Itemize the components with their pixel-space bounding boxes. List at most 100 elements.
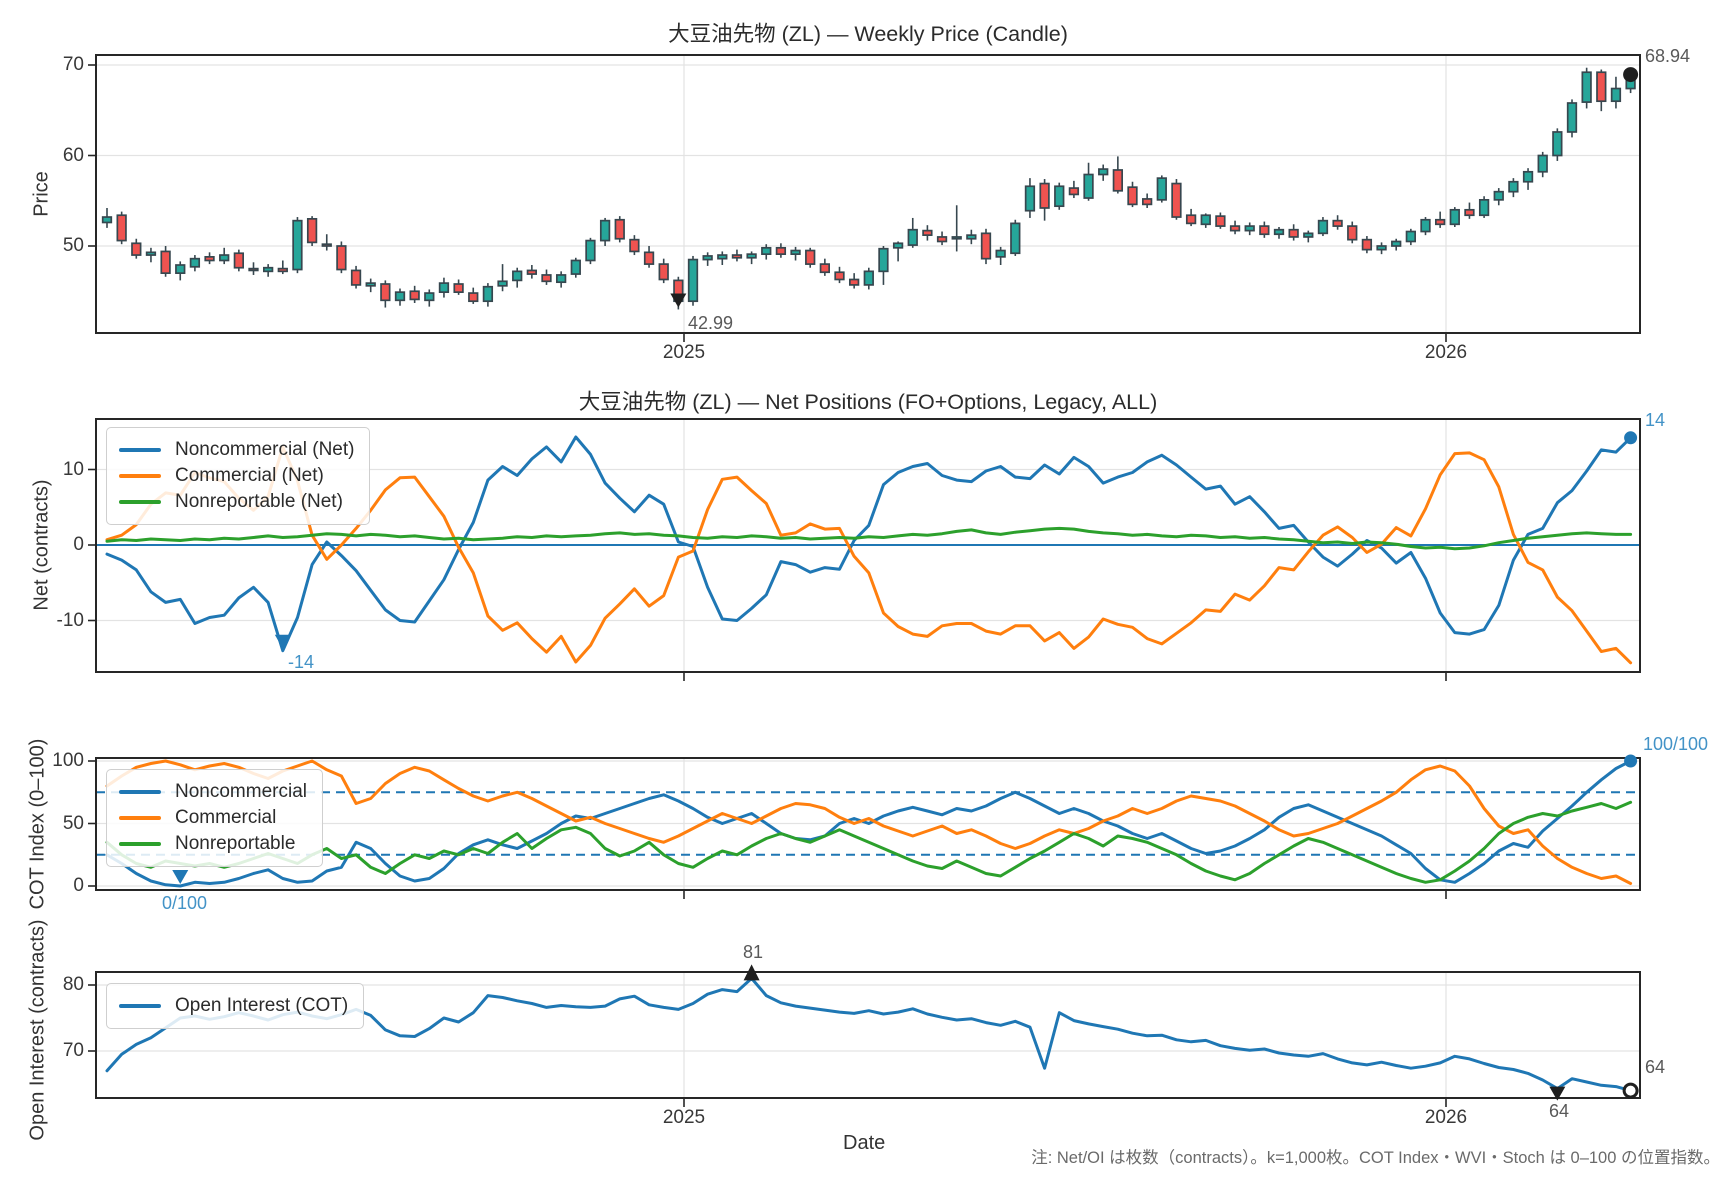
candle-down bbox=[1229, 225, 1241, 232]
candle-up bbox=[497, 280, 508, 287]
y-tick-label: 70 bbox=[62, 1040, 84, 1061]
candle-up bbox=[1200, 214, 1211, 226]
candle-down bbox=[834, 271, 845, 281]
candle-up bbox=[1054, 185, 1065, 208]
panel2-title: 大豆油先物 (ZL) — Net Positions (FO+Options, … bbox=[578, 390, 1158, 414]
legend-item: Open Interest (COT) bbox=[119, 995, 348, 1017]
candle-up bbox=[101, 216, 113, 224]
candle-down bbox=[1215, 215, 1226, 227]
candle-down bbox=[1185, 214, 1197, 225]
candle-down bbox=[922, 229, 933, 236]
candle-up bbox=[292, 219, 303, 271]
candle-up bbox=[1405, 230, 1417, 243]
legend-line-icon bbox=[119, 447, 161, 453]
candle-up bbox=[1303, 232, 1314, 238]
candle-down bbox=[541, 274, 552, 283]
legend-item: Nonreportable (Net) bbox=[119, 491, 354, 513]
y-tick-label: 10 bbox=[62, 458, 84, 480]
candle-down bbox=[116, 214, 127, 242]
candle-up bbox=[1083, 173, 1094, 199]
candle-up bbox=[1522, 170, 1534, 183]
x-axis-label: Date bbox=[843, 1132, 886, 1154]
series-line bbox=[105, 800, 1633, 884]
candle-down bbox=[350, 269, 362, 286]
panel1-ylabel: Price bbox=[30, 171, 53, 217]
candle-down bbox=[805, 249, 816, 265]
candle-up bbox=[570, 259, 581, 275]
candle-down bbox=[248, 267, 259, 272]
candle-down bbox=[1332, 219, 1343, 227]
legend-label: Nonreportable bbox=[175, 833, 296, 854]
candle-up bbox=[878, 247, 889, 273]
candle-down bbox=[643, 251, 655, 265]
legend: Noncommercial Commercial Nonreportable bbox=[106, 769, 323, 867]
candle-up bbox=[394, 291, 406, 302]
legend-item: Nonreportable bbox=[119, 833, 307, 855]
series-line bbox=[105, 759, 1633, 885]
candle-down bbox=[1464, 208, 1475, 217]
candle-up bbox=[1317, 219, 1329, 235]
y-tick-label: 100 bbox=[52, 750, 84, 771]
candle-up bbox=[263, 266, 274, 273]
candle-up bbox=[1244, 225, 1255, 232]
candle-up bbox=[790, 249, 801, 255]
annotation-cot-last: 100/100 bbox=[1643, 734, 1709, 754]
last-net-dot bbox=[1624, 431, 1638, 445]
legend-label: Noncommercial bbox=[175, 781, 307, 802]
min-marker-icon bbox=[670, 293, 687, 308]
panel-border bbox=[95, 971, 1641, 1099]
y-tick-label: 70 bbox=[62, 54, 84, 75]
candle-up bbox=[365, 282, 376, 287]
y-tick-label: 80 bbox=[62, 974, 84, 995]
legend-line-icon bbox=[119, 473, 161, 479]
y-tick-label: 60 bbox=[62, 144, 84, 166]
legend-line-icon bbox=[119, 1003, 161, 1009]
legend-line-icon bbox=[119, 789, 161, 795]
candle-up bbox=[1566, 102, 1578, 133]
panel-border bbox=[95, 54, 1641, 334]
candle-down bbox=[1288, 228, 1299, 238]
candle-down bbox=[233, 252, 245, 269]
candle-down bbox=[819, 263, 830, 274]
candle-up bbox=[512, 270, 523, 282]
y-tick-label: -10 bbox=[56, 609, 84, 631]
y-tick-label: 0 bbox=[73, 534, 84, 555]
candle-up bbox=[907, 228, 918, 246]
series-line bbox=[105, 526, 1633, 551]
series-line bbox=[105, 759, 1633, 888]
candle-down bbox=[1259, 225, 1270, 236]
candle-up bbox=[687, 258, 699, 303]
last-price-dot bbox=[1623, 67, 1639, 83]
candle-up bbox=[746, 253, 757, 259]
legend-label: Noncommercial (Net) bbox=[175, 439, 355, 460]
last-cot-dot bbox=[1624, 754, 1638, 768]
candle-up bbox=[438, 282, 450, 294]
candle-down bbox=[321, 243, 332, 247]
min-marker-icon bbox=[172, 870, 189, 884]
x-tick-label: 2026 bbox=[1424, 342, 1468, 363]
annotation-price-last: 68.94 bbox=[1645, 46, 1691, 66]
candle-down bbox=[1596, 71, 1607, 103]
candle-up bbox=[1581, 71, 1592, 103]
candle-down bbox=[336, 245, 347, 271]
x-tick-label: 2025 bbox=[662, 1107, 706, 1128]
candle-down bbox=[614, 218, 625, 240]
legend: Open Interest (COT) bbox=[106, 983, 365, 1029]
candle-up bbox=[175, 264, 186, 275]
candle-down bbox=[731, 254, 743, 259]
candle-down bbox=[1361, 238, 1373, 251]
candle-down bbox=[409, 290, 420, 301]
candle-up bbox=[951, 236, 962, 240]
legend-label: Nonreportable (Net) bbox=[175, 491, 343, 512]
candle-down bbox=[1347, 225, 1358, 241]
candle-down bbox=[526, 269, 537, 275]
candle-up bbox=[995, 249, 1006, 258]
candle-up bbox=[1156, 177, 1167, 201]
candle-down bbox=[204, 256, 215, 262]
candle-up bbox=[892, 242, 904, 249]
candle-up bbox=[482, 285, 494, 303]
candle-up bbox=[1024, 185, 1036, 212]
candle-up bbox=[1537, 154, 1548, 173]
